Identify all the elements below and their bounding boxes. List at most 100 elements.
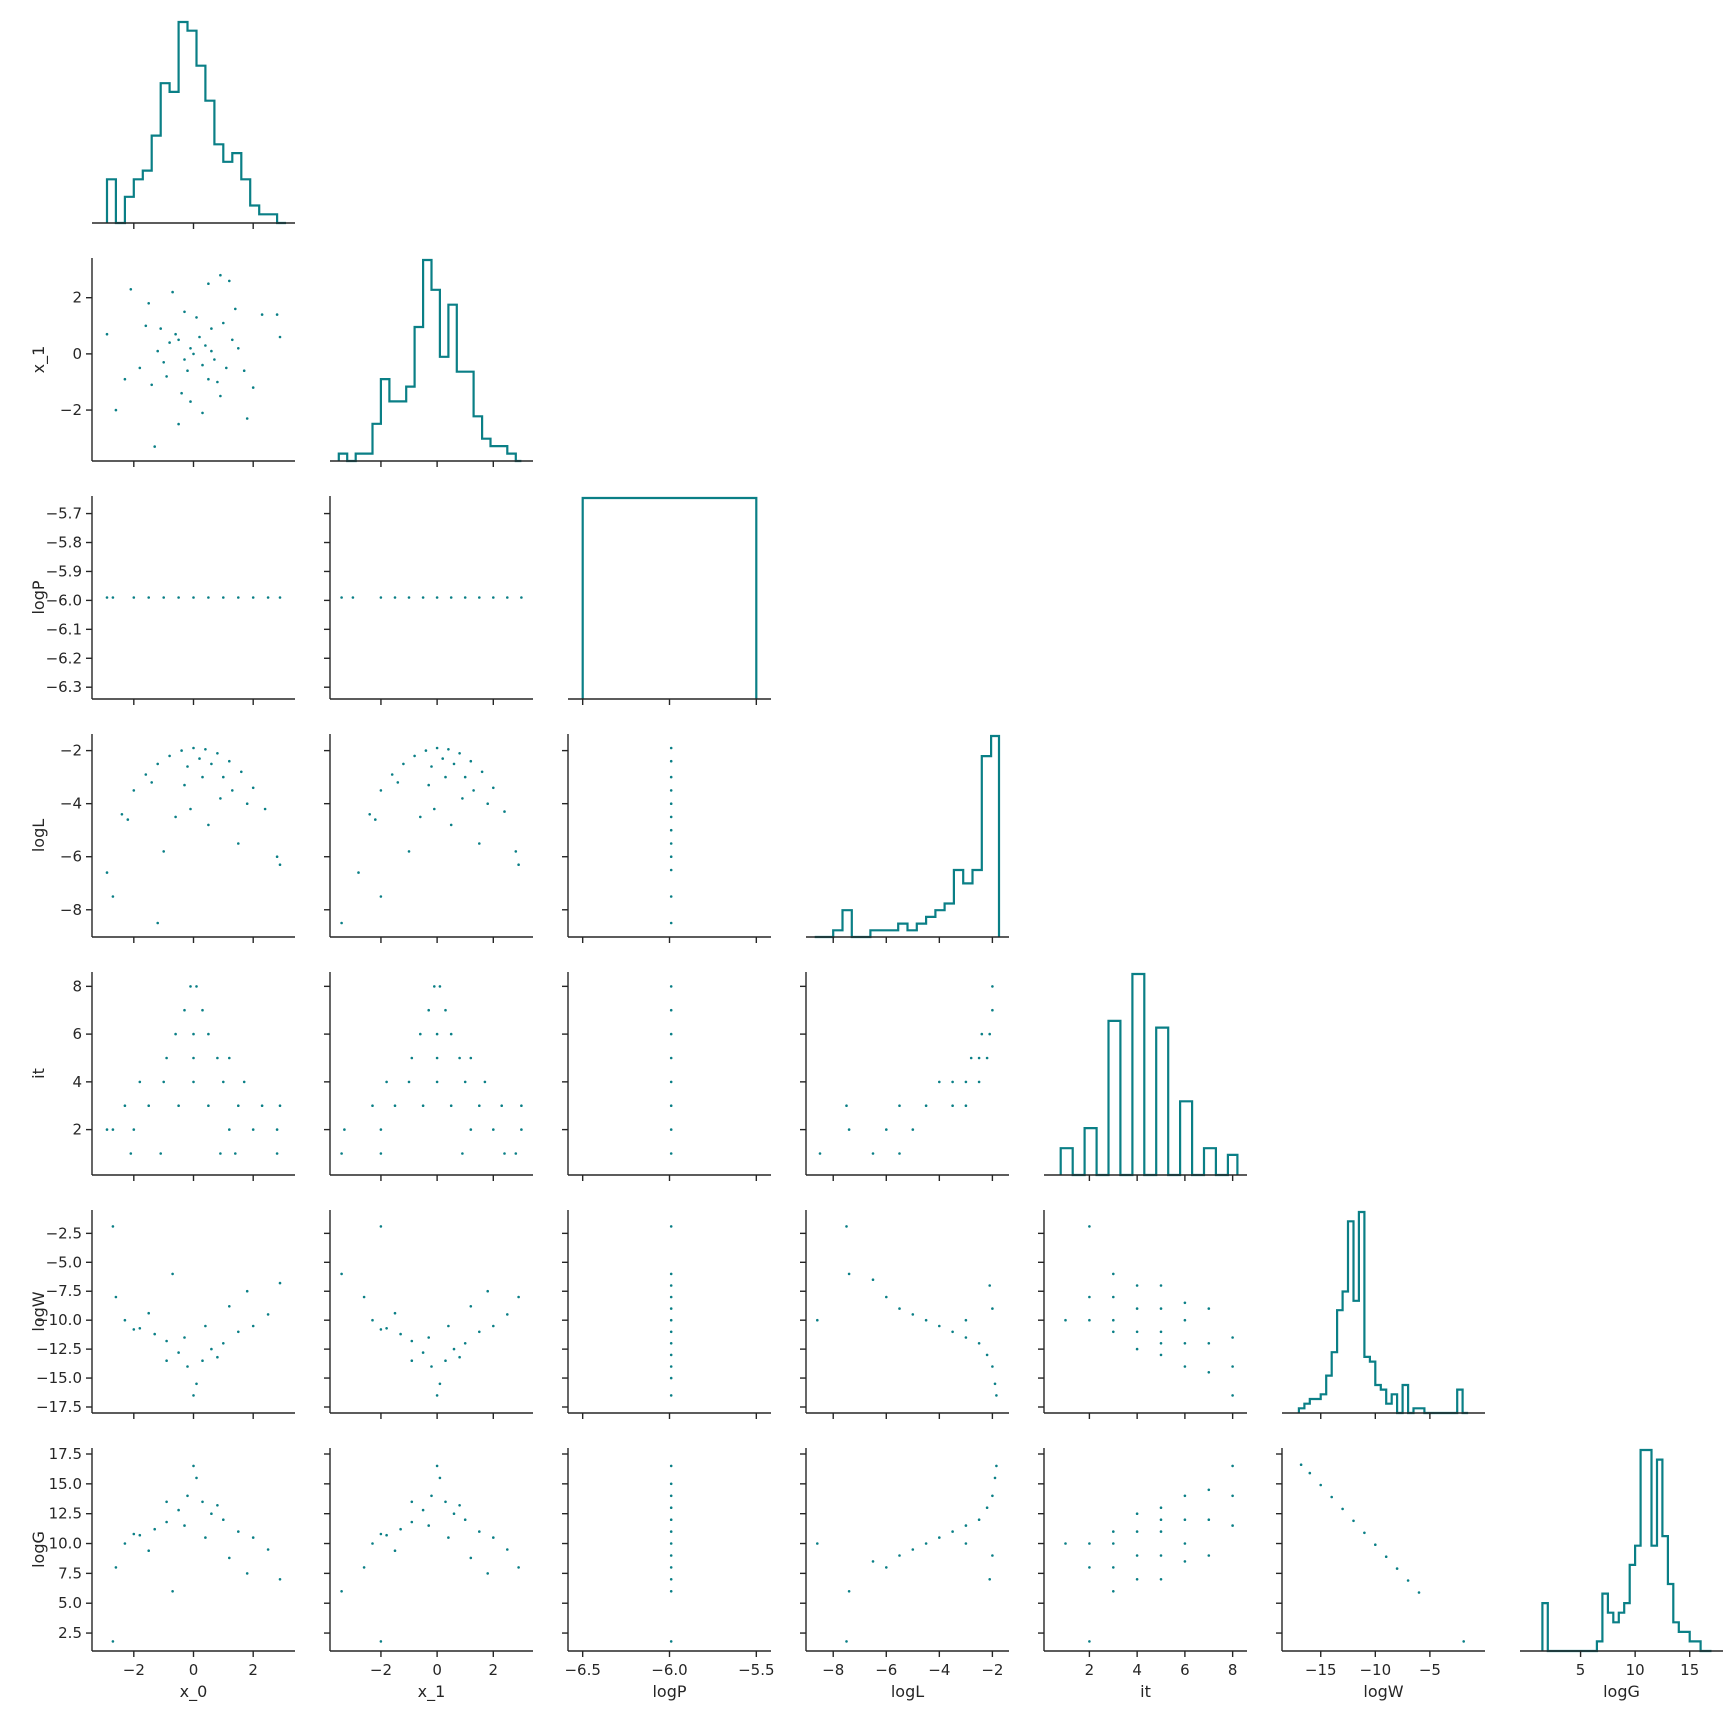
scatter-point: [357, 871, 360, 874]
scatter-point: [132, 1328, 136, 1331]
scatter-point: [192, 1056, 195, 1060]
scatter-point: [1064, 1542, 1067, 1545]
scatter-point: [517, 1566, 520, 1569]
x-tick-label: 5: [1576, 1661, 1586, 1679]
scatter-point: [988, 1284, 991, 1287]
scatter-point: [165, 1339, 168, 1343]
scatter-point: [129, 1152, 133, 1155]
scatter-point: [207, 823, 210, 827]
scatter-point: [393, 1311, 397, 1315]
scatter-point: [165, 1056, 168, 1060]
scatter-point: [207, 596, 210, 599]
y-tick-label: −6.0: [46, 591, 82, 609]
scatter-point: [379, 596, 383, 599]
histogram-x_1: [337, 258, 522, 463]
scatter-point: [951, 1330, 954, 1334]
scatter-point: [266, 596, 270, 599]
scatter-point: [503, 1152, 506, 1155]
scatter-point: [379, 1128, 383, 1131]
scatter-point: [201, 363, 204, 367]
scatter-point: [245, 802, 249, 805]
scatter-point: [201, 1008, 204, 1012]
scatter-point: [192, 746, 195, 750]
scatter-point: [237, 1330, 240, 1334]
scatter-point: [991, 1365, 994, 1368]
scatter-point: [480, 770, 484, 774]
scatter-point: [156, 921, 159, 925]
y-tick-label: −17.5: [36, 1398, 82, 1416]
scatter-point: [977, 1342, 981, 1345]
scatter-point: [159, 327, 162, 330]
scatter-point: [260, 313, 264, 316]
scatter-point: [210, 1347, 213, 1351]
scatter-point: [452, 1347, 456, 1351]
scatter-point: [1330, 1495, 1333, 1499]
scatter-point: [669, 985, 673, 988]
scatter-point: [964, 1080, 968, 1084]
scatter-point: [162, 850, 165, 853]
scatter-point: [251, 1324, 255, 1328]
scatter-point: [669, 1542, 673, 1545]
scatter-point: [430, 765, 433, 768]
scatter-point: [379, 1640, 383, 1643]
panel-logP-vs-x_1: [324, 496, 533, 705]
x-axis-label-logW: logW: [1363, 1682, 1403, 1701]
scatter-point: [180, 749, 183, 752]
scatter-point: [1159, 1307, 1163, 1310]
scatter-point: [1207, 1488, 1211, 1492]
scatter-point: [105, 871, 109, 874]
scatter-point: [492, 596, 495, 599]
scatter-point: [669, 815, 673, 819]
panel-it-vs-logP: [562, 972, 771, 1181]
scatter-point: [669, 1494, 673, 1498]
x-axis-label-x_0: x_0: [180, 1682, 208, 1702]
y-tick-label: −6.3: [46, 678, 82, 696]
scatter-point: [1159, 1578, 1163, 1581]
scatter-point: [1299, 1463, 1303, 1466]
scatter-point: [183, 1336, 186, 1339]
x-tick-label: −4: [928, 1661, 950, 1679]
scatter-point: [1462, 1640, 1465, 1643]
scatter-point: [385, 1533, 388, 1537]
scatter-point: [506, 1313, 509, 1316]
x-tick-label: −6: [875, 1661, 897, 1679]
y-tick-label: 2.5: [58, 1624, 82, 1642]
scatter-point: [393, 1549, 397, 1552]
scatter-point: [991, 1494, 994, 1498]
scatter-point: [449, 1104, 453, 1107]
scatter-point: [486, 1289, 490, 1293]
scatter-point: [123, 1104, 127, 1107]
scatter-point: [183, 1008, 186, 1012]
scatter-point: [147, 302, 150, 305]
y-tick-label: −7.5: [46, 1282, 82, 1300]
scatter-point: [435, 596, 439, 599]
panel-x_1-vs-x_0: −2 0 2 x_1: [29, 258, 295, 467]
scatter-point: [1231, 1464, 1234, 1468]
scatter-point: [478, 596, 481, 599]
scatter-point: [201, 1500, 204, 1504]
scatter-point: [1112, 1318, 1115, 1322]
scatter-point: [991, 1554, 994, 1557]
scatter-point: [1159, 1342, 1163, 1345]
scatter-point: [114, 408, 118, 412]
scatter-point: [1231, 1365, 1234, 1368]
scatter-point: [111, 895, 115, 898]
scatter-point: [1183, 1342, 1187, 1345]
scatter-point: [520, 1128, 523, 1131]
scatter-point: [186, 369, 189, 373]
scatter-point: [669, 1566, 673, 1569]
y-tick-label: −6.1: [46, 620, 82, 638]
scatter-point: [251, 596, 255, 599]
scatter-point: [669, 1008, 673, 1012]
scatter-point: [469, 1556, 473, 1560]
panel-it-vs-x_1: [324, 972, 533, 1181]
scatter-point: [1319, 1483, 1322, 1487]
scatter-point: [177, 1351, 180, 1354]
scatter-point: [463, 1342, 467, 1345]
x-tick-label: −6.5: [564, 1661, 600, 1679]
scatter-point: [492, 1536, 495, 1539]
scatter-point: [991, 985, 994, 988]
x-axis-label-logP: logP: [652, 1682, 686, 1701]
scatter-point: [123, 1542, 127, 1545]
scatter-point: [435, 1080, 439, 1084]
